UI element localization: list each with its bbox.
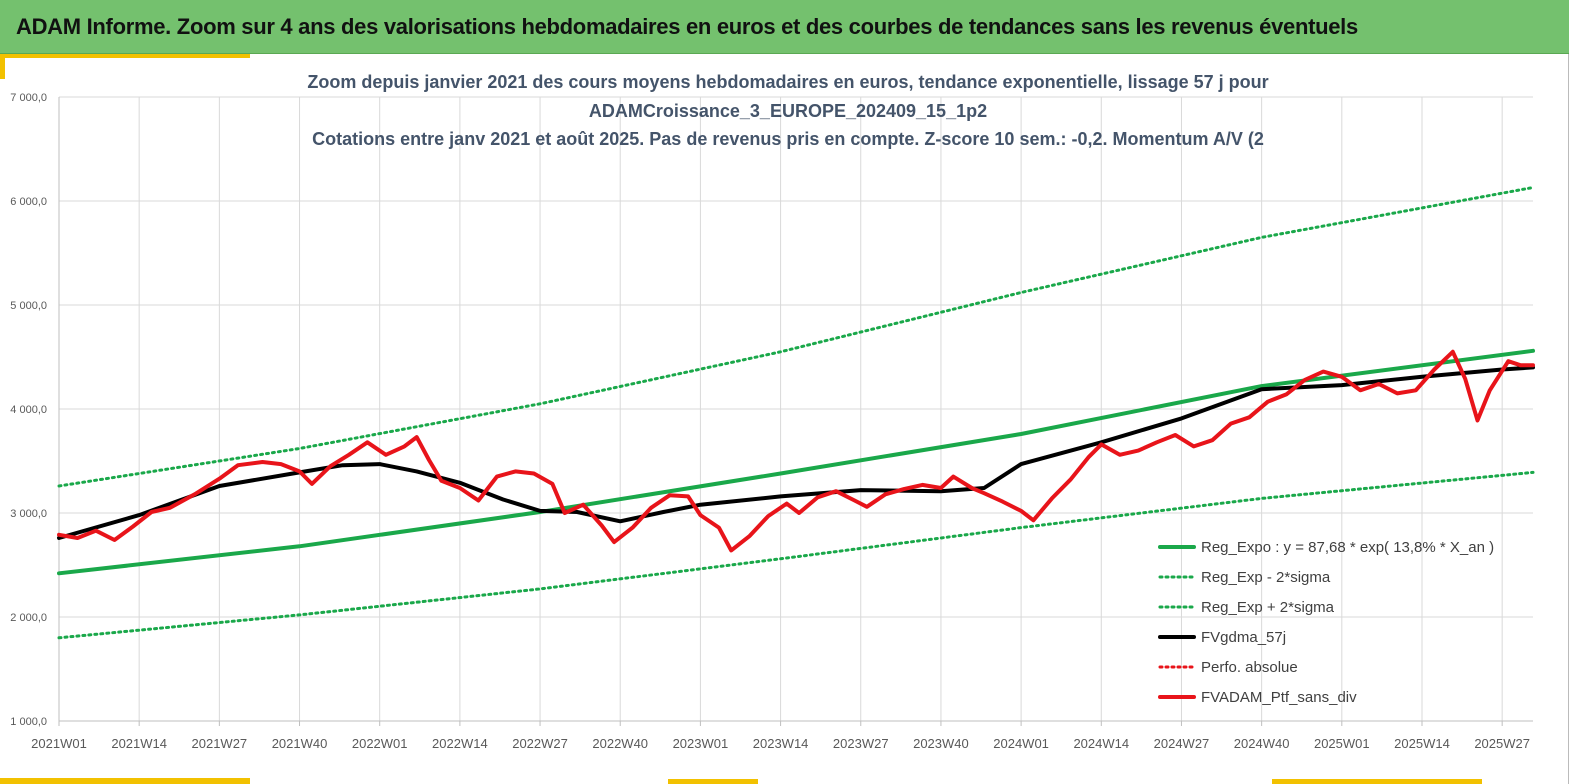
x-tick-label: 2024W40: [1234, 736, 1290, 751]
chart-title-line-3: Cotations entre janv 2021 et août 2025. …: [312, 129, 1264, 149]
legend-label-4: Perfo. absolue: [1201, 659, 1298, 676]
x-tick-label: 2023W40: [913, 736, 969, 751]
chart-title: Zoom depuis janvier 2021 des cours moyen…: [307, 72, 1268, 149]
x-tick-label: 2025W14: [1394, 736, 1450, 751]
chart-title-line-1: Zoom depuis janvier 2021 des cours moyen…: [307, 72, 1268, 92]
chart-title-line-2: ADAMCroissance_3_EUROPE_202409_15_1p2: [589, 101, 987, 121]
title-banner: ADAM Informe. Zoom sur 4 ans des valoris…: [0, 0, 1569, 54]
x-tick-label: 2021W40: [272, 736, 328, 751]
x-tick-label: 2022W40: [592, 736, 648, 751]
y-tick-label: 2 000,0: [10, 612, 47, 624]
x-tick-label: 2024W14: [1073, 736, 1129, 751]
x-tick-label: 2024W27: [1154, 736, 1210, 751]
legend-label-0: Reg_Expo : y = 87,68 * exp( 13,8% * X_an…: [1201, 539, 1494, 556]
series-line-3: [57, 365, 1535, 540]
grid: [58, 96, 1533, 722]
accent-bar-top: [0, 54, 250, 58]
series-line-0: [57, 348, 1535, 576]
axes: 1 000,0 2 000,0 3 000,0 4 000,0 5 000,0 6 000…: [10, 92, 1533, 751]
series-line-1: [57, 470, 1535, 640]
line-chart: Zoom depuis janvier 2021 des cours moyen…: [10, 72, 1535, 751]
x-tick-label: 2022W27: [512, 736, 568, 751]
y-tick-label: 4 000,0: [10, 404, 47, 416]
y-tick-label: 3 000,0: [10, 508, 47, 520]
x-tick-label: 2022W01: [352, 736, 408, 751]
legend-label-2: Reg_Exp + 2*sigma: [1201, 599, 1335, 616]
y-tick-label: 1 000,0: [10, 716, 47, 728]
banner-title: ADAM Informe. Zoom sur 4 ans des valoris…: [16, 14, 1358, 39]
series-line-5: [57, 349, 1535, 553]
legend-label-1: Reg_Exp - 2*sigma: [1201, 569, 1331, 586]
x-tick-label: 2023W27: [833, 736, 889, 751]
accent-bar-bottom-right: [1272, 779, 1482, 784]
chart-area: Zoom depuis janvier 2021 des cours moyen…: [0, 54, 1569, 784]
x-tick-label: 2025W01: [1314, 736, 1370, 751]
x-tick-label: 2023W01: [673, 736, 729, 751]
accent-bar-left: [0, 54, 5, 79]
accent-bar-bottom-mid: [668, 779, 758, 784]
x-tick-label: 2021W27: [192, 736, 248, 751]
legend-label-5: FVADAM_Ptf_sans_div: [1201, 689, 1357, 706]
y-tick-label: 5 000,0: [10, 300, 47, 312]
legend-label-3: FVgdma_57j: [1201, 629, 1286, 646]
legend: Reg_Expo : y = 87,68 * exp( 13,8% * X_an…: [1158, 539, 1494, 706]
x-tick-label: 2021W01: [31, 736, 87, 751]
x-tick-label: 2023W14: [753, 736, 809, 751]
y-tick-label: 6 000,0: [10, 196, 47, 208]
series: [57, 186, 1535, 640]
y-tick-label: 7 000,0: [10, 92, 47, 104]
series-line-2: [57, 186, 1535, 488]
x-tick-label: 2025W27: [1474, 736, 1530, 751]
accent-bar-bottom: [0, 778, 250, 784]
x-tick-label: 2022W14: [432, 736, 488, 751]
x-tick-label: 2021W14: [111, 736, 167, 751]
x-tick-label: 2024W01: [993, 736, 1049, 751]
